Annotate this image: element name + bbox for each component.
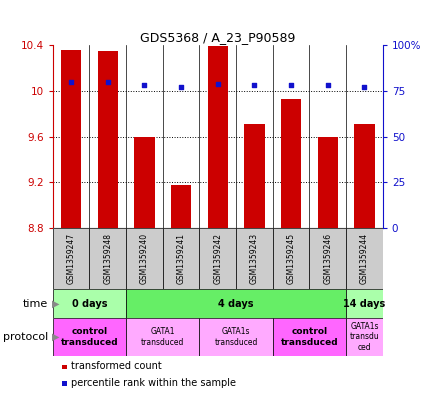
Text: GSM1359240: GSM1359240 [140,233,149,284]
Point [361,84,368,90]
Bar [236,228,273,289]
Bar [346,228,383,289]
Text: ▶: ▶ [51,332,59,342]
Text: GSM1359243: GSM1359243 [250,233,259,284]
Bar [53,228,89,289]
Text: GATA1s
transduced: GATA1s transduced [214,327,258,347]
Bar [273,228,309,289]
Bar [53,289,126,318]
Text: percentile rank within the sample: percentile rank within the sample [71,378,236,387]
Bar [134,137,154,228]
Bar [98,51,118,228]
Text: GSM1359248: GSM1359248 [103,233,112,284]
Text: control
transduced: control transduced [61,327,118,347]
Bar [273,318,346,356]
Bar [61,50,81,228]
Text: time: time [23,299,48,309]
Bar [199,228,236,289]
Bar [309,228,346,289]
Bar [346,318,383,356]
Bar [281,99,301,228]
Bar [244,124,264,228]
Text: GSM1359245: GSM1359245 [286,233,296,284]
Title: GDS5368 / A_23_P90589: GDS5368 / A_23_P90589 [140,31,296,44]
Point [251,82,258,88]
Bar [126,318,199,356]
Point [288,82,295,88]
Text: GSM1359247: GSM1359247 [66,233,76,284]
Bar [126,228,163,289]
Text: control
transduced: control transduced [281,327,338,347]
Text: 14 days: 14 days [343,299,385,309]
Point [214,81,221,87]
Point [68,79,75,85]
Bar [53,318,126,356]
Bar [89,228,126,289]
Text: GSM1359244: GSM1359244 [360,233,369,284]
Point [104,79,111,85]
Bar [163,228,199,289]
Text: 0 days: 0 days [72,299,107,309]
Point [324,82,331,88]
Bar [171,185,191,228]
Bar [354,124,374,228]
Text: ▶: ▶ [51,299,59,309]
Point [141,82,148,88]
Text: GATA1s
transdu
ced: GATA1s transdu ced [350,322,379,352]
Bar [318,137,338,228]
Text: transformed count: transformed count [71,361,162,371]
Bar [208,46,228,228]
Point [178,84,185,90]
Text: GSM1359246: GSM1359246 [323,233,332,284]
Bar [346,289,383,318]
Bar [199,318,273,356]
Text: protocol: protocol [3,332,48,342]
Text: GATA1
transduced: GATA1 transduced [141,327,184,347]
Text: GSM1359241: GSM1359241 [176,233,186,284]
Text: GSM1359242: GSM1359242 [213,233,222,284]
Text: 4 days: 4 days [218,299,254,309]
Bar [126,289,346,318]
